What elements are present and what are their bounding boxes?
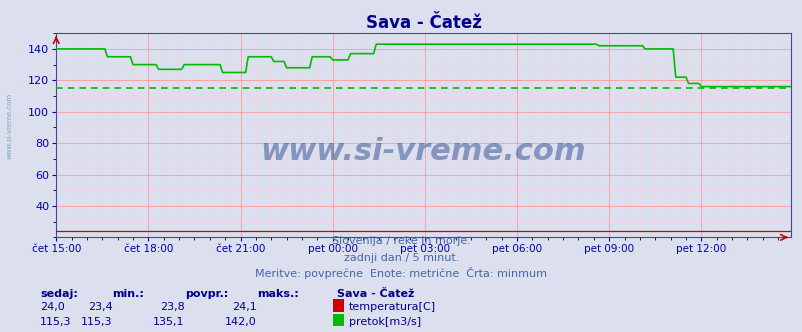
Text: zadnji dan / 5 minut.: zadnji dan / 5 minut. bbox=[343, 253, 459, 263]
Text: 23,4: 23,4 bbox=[87, 302, 112, 312]
Text: temperatura[C]: temperatura[C] bbox=[348, 302, 435, 312]
Text: povpr.:: povpr.: bbox=[184, 289, 228, 299]
Text: 115,3: 115,3 bbox=[81, 317, 112, 327]
Text: Meritve: povprečne  Enote: metrične  Črta: minmum: Meritve: povprečne Enote: metrične Črta:… bbox=[255, 267, 547, 279]
Text: 24,1: 24,1 bbox=[232, 302, 257, 312]
Text: Slovenija / reke in morje.: Slovenija / reke in morje. bbox=[332, 236, 470, 246]
Text: www.si-vreme.com: www.si-vreme.com bbox=[6, 93, 13, 159]
Text: min.:: min.: bbox=[112, 289, 144, 299]
Text: maks.:: maks.: bbox=[257, 289, 298, 299]
Text: 23,8: 23,8 bbox=[160, 302, 184, 312]
Text: pretok[m3/s]: pretok[m3/s] bbox=[348, 317, 420, 327]
Text: 135,1: 135,1 bbox=[153, 317, 184, 327]
Title: Sava - Čatež: Sava - Čatež bbox=[365, 14, 481, 32]
Text: Sava - Čatež: Sava - Čatež bbox=[337, 289, 414, 299]
Text: 24,0: 24,0 bbox=[40, 302, 65, 312]
Text: 115,3: 115,3 bbox=[40, 317, 71, 327]
Text: www.si-vreme.com: www.si-vreme.com bbox=[261, 137, 585, 166]
Text: 142,0: 142,0 bbox=[225, 317, 257, 327]
Text: sedaj:: sedaj: bbox=[40, 289, 78, 299]
